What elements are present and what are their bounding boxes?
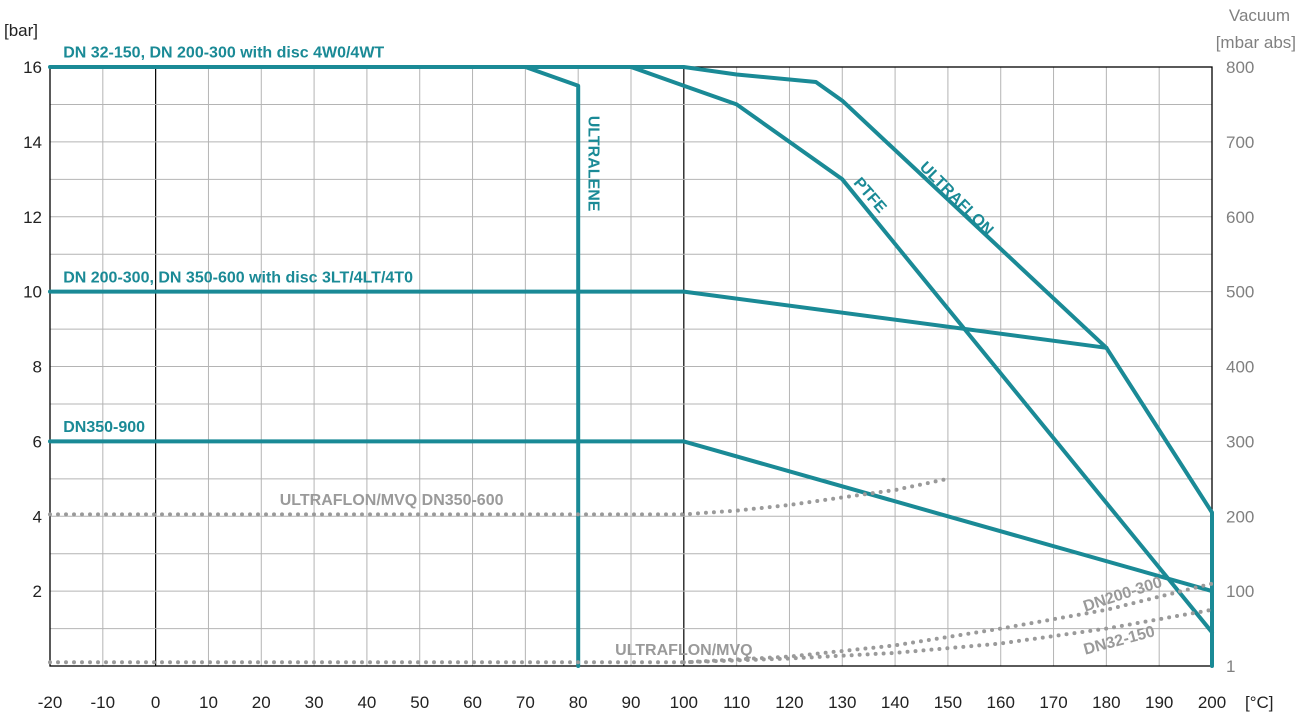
annotation-label: DN 32-150, DN 200-300 with disc 4W0/4WT xyxy=(63,45,384,62)
x-tick-label: 200 xyxy=(1198,693,1226,712)
x-tick-label: 70 xyxy=(516,693,535,712)
x-tick-label: 120 xyxy=(775,693,803,712)
y-tick-label: 14 xyxy=(23,133,42,152)
x-tick-label: -10 xyxy=(91,693,116,712)
x-tick-label: 170 xyxy=(1039,693,1067,712)
x-tick-label: 30 xyxy=(305,693,324,712)
y2-tick-label: 200 xyxy=(1226,507,1254,526)
annotation-label: DN200-300 xyxy=(1081,574,1164,615)
y-tick-label: 16 xyxy=(23,58,42,77)
x-axis-unit: [°C] xyxy=(1245,693,1274,712)
annotation-label: ULTRALENE xyxy=(585,116,602,212)
series-line-1 xyxy=(48,65,1214,668)
y-axis-unit: [bar] xyxy=(4,21,38,40)
annotation-label: DN 200-300, DN 350-600 with disc 3LT/4LT… xyxy=(63,269,413,286)
y2-tick-label: 600 xyxy=(1226,208,1254,227)
y-tick-label: 6 xyxy=(33,432,42,451)
x-tick-label: 0 xyxy=(151,693,160,712)
annotations: DN 32-150, DN 200-300 with disc 4W0/4WT D… xyxy=(63,45,1164,659)
x-tick-label: 110 xyxy=(723,693,750,712)
series-line-4 xyxy=(48,289,1109,350)
series-line-5 xyxy=(48,439,1214,594)
annotation-label: ULTRAFLON/MVQ DN350-600 xyxy=(280,492,504,509)
y-tick-label: 4 xyxy=(33,507,42,526)
x-tick-label: 80 xyxy=(569,693,588,712)
series-line-3 xyxy=(523,65,581,668)
grid xyxy=(49,66,1213,667)
y2-axis-unit: [mbar abs] xyxy=(1216,33,1296,52)
y-tick-label: 12 xyxy=(23,208,42,227)
y-tick-label: 10 xyxy=(23,283,42,302)
x-tick-label: 60 xyxy=(463,693,482,712)
x-tick-label: 90 xyxy=(622,693,641,712)
annotation-label: ULTRAFLON xyxy=(916,159,996,239)
y2-tick-label: 800 xyxy=(1226,58,1254,77)
series-line-2 xyxy=(629,65,1214,635)
y2-tick-label: 1 xyxy=(1226,657,1235,676)
y-tick-label: 8 xyxy=(33,358,42,377)
x-tick-label: 160 xyxy=(987,693,1015,712)
y2-axis-title: Vacuum xyxy=(1229,6,1290,25)
x-tick-label: 20 xyxy=(252,693,271,712)
x-tick-label: 100 xyxy=(670,693,698,712)
series-line-8 xyxy=(681,607,1214,665)
y2-tick-label: 300 xyxy=(1226,432,1254,451)
y2-tick-label: 500 xyxy=(1226,283,1254,302)
x-tick-label: -20 xyxy=(38,693,63,712)
y2-tick-label: 100 xyxy=(1226,582,1254,601)
y2-tick-label: 400 xyxy=(1226,358,1254,377)
tick-labels: -20 -10 0 10 20 30 40 50 60 70 80 90 100 110 120 130 140… xyxy=(23,58,1254,712)
x-tick-label: 40 xyxy=(357,693,376,712)
x-tick-label: 50 xyxy=(410,693,429,712)
annotation-label: DN350-900 xyxy=(63,419,145,436)
series-line-6 xyxy=(48,476,950,517)
x-tick-label: 140 xyxy=(881,693,909,712)
y2-tick-label: 700 xyxy=(1226,133,1254,152)
x-tick-label: 130 xyxy=(828,693,856,712)
series-group xyxy=(48,65,1214,668)
x-tick-label: 150 xyxy=(934,693,962,712)
x-tick-label: 190 xyxy=(1145,693,1173,712)
x-tick-label: 10 xyxy=(199,693,218,712)
x-tick-label: 180 xyxy=(1092,693,1120,712)
y-tick-label: 2 xyxy=(33,582,42,601)
annotation-label: ULTRAFLON/MVQ xyxy=(615,642,752,659)
